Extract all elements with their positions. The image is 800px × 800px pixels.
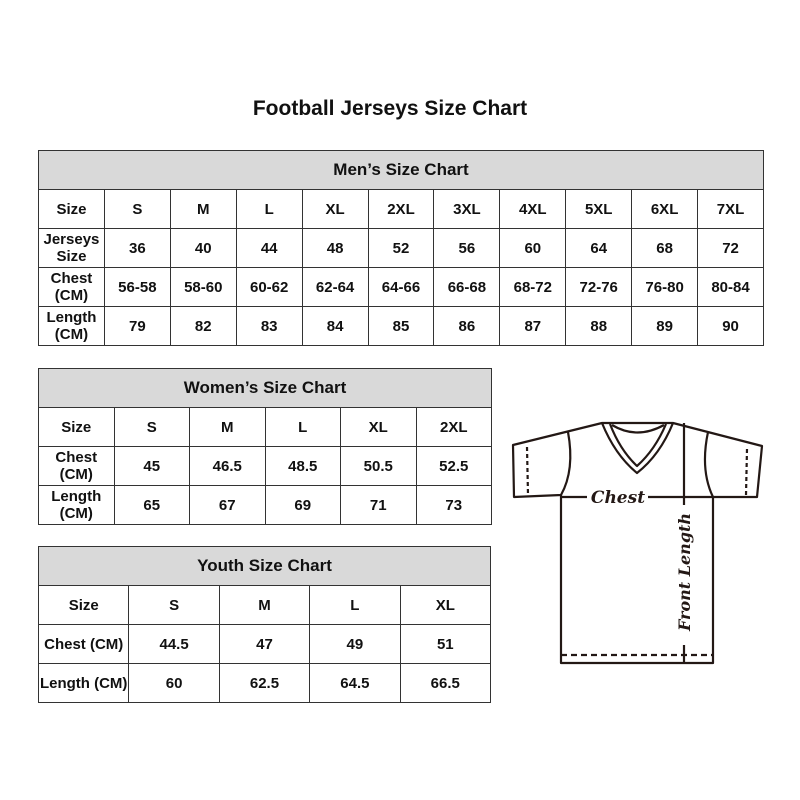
table-row: Jerseys Size 36 40 44 48 52 56 60 64 68 72 xyxy=(38,228,764,268)
table-cell: M xyxy=(218,585,311,625)
table-cell: S xyxy=(128,585,220,625)
table-row: Length (CM) 79 82 83 84 85 86 87 88 89 90 xyxy=(38,306,764,346)
table-cell: 44 xyxy=(235,228,303,268)
jersey-outline xyxy=(559,495,715,665)
table-cell: 60 xyxy=(499,228,567,268)
collar xyxy=(600,421,675,475)
womens-size-table: Women’s Size Chart Size S M L XL 2XL Chest (CM)… xyxy=(38,368,492,525)
row-label: Jerseys Size xyxy=(38,228,105,268)
table-cell: 58-60 xyxy=(169,267,237,307)
table-cell: S xyxy=(113,407,190,447)
table-cell: XL xyxy=(340,407,417,447)
table-cell: 60 xyxy=(128,663,220,703)
table-cell: 76-80 xyxy=(631,267,699,307)
table-cell: 85 xyxy=(367,306,435,346)
table-cell: L xyxy=(235,189,303,229)
table-cell: 67 xyxy=(189,485,266,525)
table-cell: 47 xyxy=(218,624,311,664)
table-cell: 65 xyxy=(113,485,190,525)
table-cell: 40 xyxy=(169,228,237,268)
table-cell: 44.5 xyxy=(128,624,220,664)
table-row: Chest (CM) 56-58 58-60 60-62 62-64 64-66 66-68… xyxy=(38,267,764,307)
table-cell: 88 xyxy=(565,306,633,346)
row-label: Length (CM) xyxy=(38,306,105,346)
table-cell: XL xyxy=(399,585,492,625)
men-table-heading: Men’s Size Chart xyxy=(38,150,764,190)
row-label: Size xyxy=(38,189,105,229)
table-cell: 46.5 xyxy=(189,446,266,486)
right-sleeve xyxy=(672,421,764,499)
table-cell: 45 xyxy=(113,446,190,486)
table-cell: 89 xyxy=(631,306,699,346)
table-cell: 69 xyxy=(264,485,341,525)
table-cell: 68-72 xyxy=(499,267,567,307)
table-row: Size S M L XL 2XL xyxy=(38,407,492,447)
youth-size-table: Youth Size Chart Size S M L XL Chest (CM) 44.5 4… xyxy=(37,546,492,703)
table-row: Length (CM) 65 67 69 71 73 xyxy=(38,485,492,525)
row-label: Length (CM) xyxy=(38,485,115,525)
table-cell: 87 xyxy=(499,306,567,346)
page-title: Football Jerseys Size Chart xyxy=(252,97,528,120)
table-cell: 52.5 xyxy=(415,446,492,486)
table-cell: 68 xyxy=(631,228,699,268)
table-cell: L xyxy=(264,407,341,447)
table-cell: 83 xyxy=(235,306,303,346)
table-cell: 56-58 xyxy=(103,267,171,307)
table-cell: 64 xyxy=(565,228,633,268)
table-row: Size S M L XL 2XL 3XL 4XL 5XL 6XL 7XL xyxy=(38,189,764,229)
table-cell: 49 xyxy=(309,624,401,664)
table-cell: 86 xyxy=(433,306,501,346)
row-label: Size xyxy=(38,407,115,447)
table-cell: 73 xyxy=(415,485,492,525)
table-cell: 71 xyxy=(340,485,417,525)
table-cell: 90 xyxy=(697,306,764,346)
front-length-label: Front Length xyxy=(675,513,694,632)
table-cell: 7XL xyxy=(697,189,764,229)
table-cell: 5XL xyxy=(565,189,633,229)
table-row: Length (CM) 60 62.5 64.5 66.5 xyxy=(37,663,492,703)
row-label: Chest (CM) xyxy=(37,624,130,664)
table-row: Size S M L XL xyxy=(37,585,492,625)
youth-table-heading: Youth Size Chart xyxy=(38,546,491,586)
row-label: Chest (CM) xyxy=(38,446,115,486)
table-cell: 66.5 xyxy=(399,663,492,703)
table-cell: 80-84 xyxy=(697,267,764,307)
table-cell: 2XL xyxy=(415,407,492,447)
mens-size-table: Men’s Size Chart Size S M L XL 2XL 3XL 4XL 5XL 6XL… xyxy=(38,150,764,346)
row-label: Length (CM) xyxy=(37,663,130,703)
table-cell: 84 xyxy=(301,306,369,346)
chest-label: Chest xyxy=(591,488,645,508)
table-row: Chest (CM) 44.5 47 49 51 xyxy=(37,624,492,664)
table-cell: 6XL xyxy=(631,189,699,229)
left-sleeve xyxy=(511,421,603,499)
table-cell: 72 xyxy=(697,228,764,268)
table-cell: 48.5 xyxy=(264,446,341,486)
table-cell: 36 xyxy=(103,228,171,268)
table-cell: 62.5 xyxy=(218,663,311,703)
row-label: Chest (CM) xyxy=(38,267,105,307)
table-cell: 79 xyxy=(103,306,171,346)
table-row: Chest (CM) 45 46.5 48.5 50.5 52.5 xyxy=(38,446,492,486)
table-cell: XL xyxy=(301,189,369,229)
